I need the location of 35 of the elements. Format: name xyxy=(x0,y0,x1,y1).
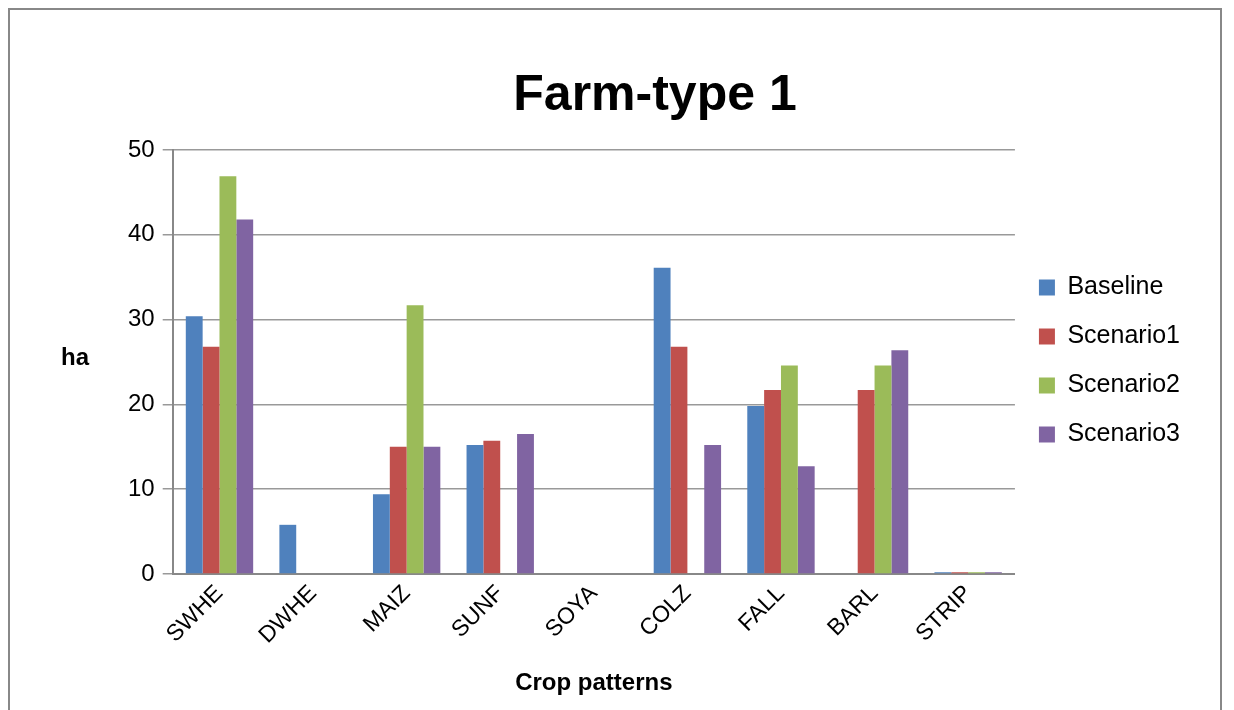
bar xyxy=(857,389,875,574)
bar xyxy=(219,176,237,574)
legend-label: Scenario3 xyxy=(1067,418,1180,447)
y-tick-label: 20 xyxy=(127,389,155,417)
bar xyxy=(372,494,390,574)
x-axis-title: Crop patterns xyxy=(515,668,673,696)
bar xyxy=(747,406,765,574)
bar xyxy=(466,445,484,574)
chart-title: Farm-type 1 xyxy=(513,64,797,121)
bar xyxy=(653,267,671,574)
bar xyxy=(483,440,501,574)
bar xyxy=(202,346,220,574)
legend-label: Scenario1 xyxy=(1067,320,1180,349)
bar xyxy=(891,350,909,574)
bar xyxy=(279,524,297,574)
bar xyxy=(517,434,534,574)
bar xyxy=(423,446,441,574)
legend-label: Scenario2 xyxy=(1067,369,1180,398)
y-tick-label: 10 xyxy=(127,473,155,501)
y-tick-label: 0 xyxy=(141,558,155,586)
bar xyxy=(797,466,815,574)
bar xyxy=(764,389,781,574)
bar xyxy=(185,316,203,574)
bar xyxy=(874,365,892,574)
bar xyxy=(389,446,407,574)
bar xyxy=(704,445,722,574)
y-tick-label: 30 xyxy=(127,304,155,332)
y-tick-label: 40 xyxy=(127,219,155,247)
bar xyxy=(780,365,798,574)
legend-label: Baseline xyxy=(1067,271,1164,300)
y-axis-title: ha xyxy=(60,342,90,370)
y-tick-label: 50 xyxy=(127,134,155,162)
bar xyxy=(670,346,688,574)
bar xyxy=(236,219,254,574)
bar xyxy=(406,305,424,574)
